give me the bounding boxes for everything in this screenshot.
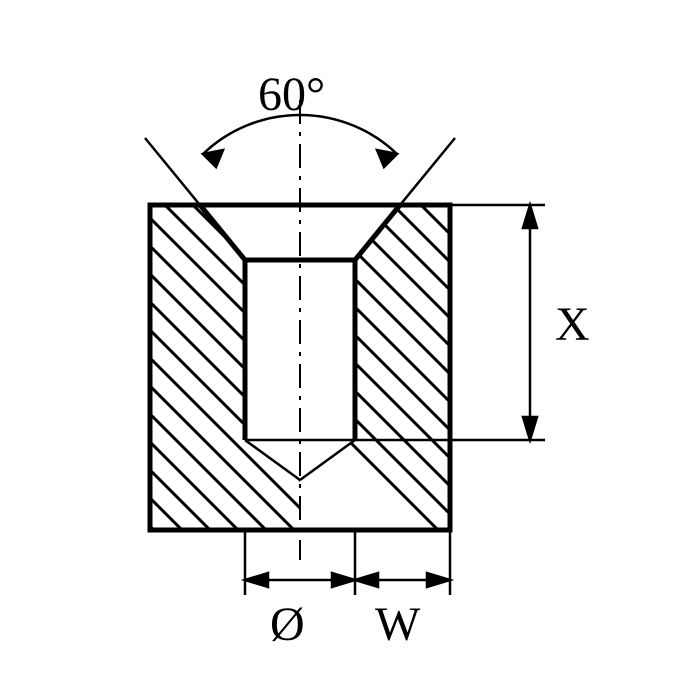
diameter-dimension	[245, 530, 355, 595]
wall-label: W	[375, 598, 421, 651]
wall-dimension	[355, 530, 450, 595]
countersink-drawing: 60° X Ø W	[0, 0, 700, 700]
x-label: X	[555, 298, 590, 351]
hatch-left	[50, 34, 400, 700]
diameter-label: Ø	[270, 598, 305, 651]
angle-label: 60°	[258, 68, 325, 121]
